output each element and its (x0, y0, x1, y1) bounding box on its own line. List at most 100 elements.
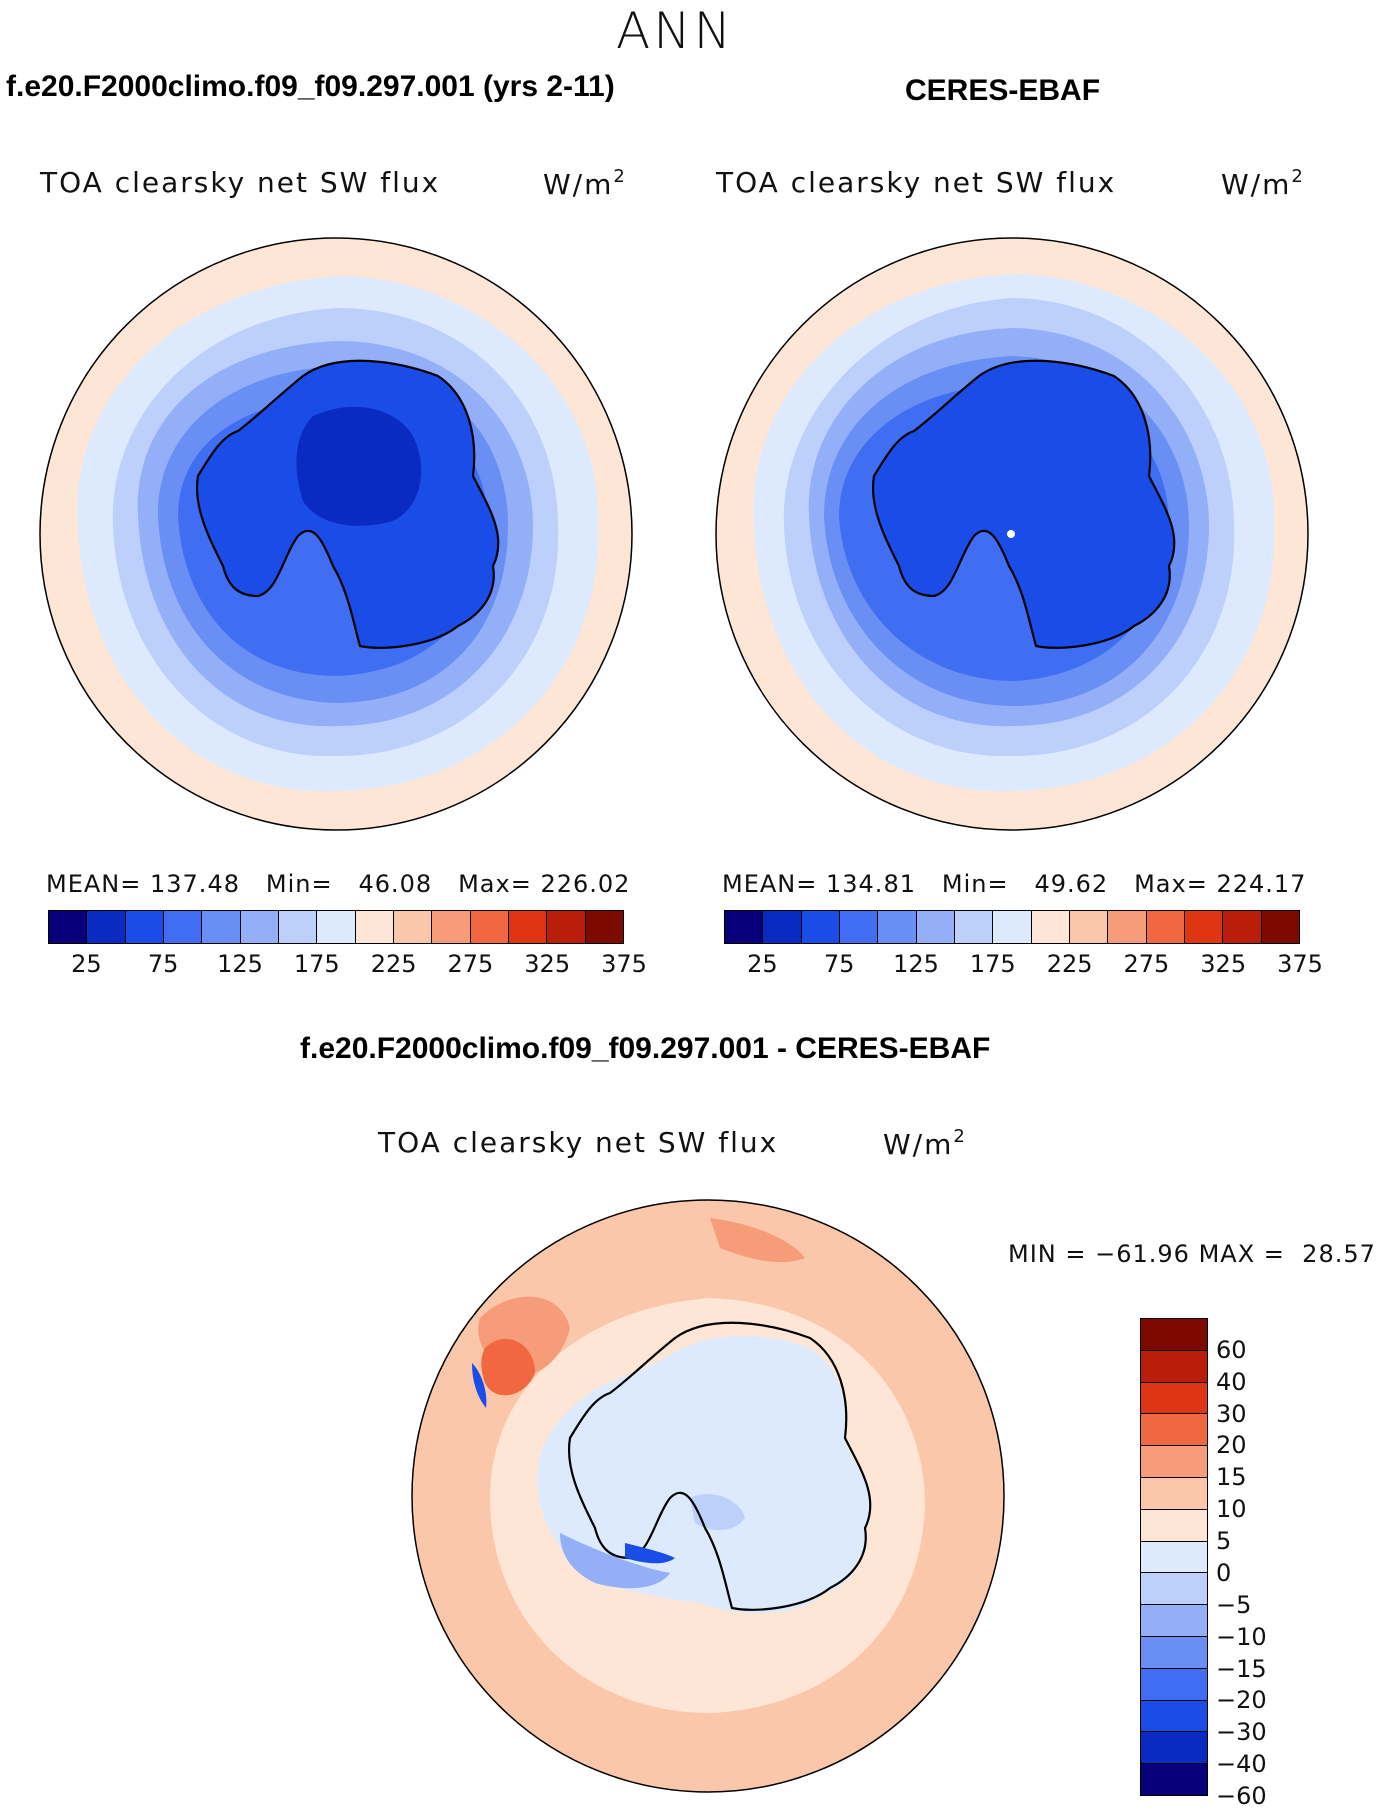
colorbar-swatch (355, 911, 394, 943)
diff-variable-title: TOA clearsky net SW flux (378, 1126, 779, 1159)
model-stats: MEAN= 137.48 Min= 46.08 Max= 226.02 (46, 870, 631, 898)
colorbar-swatch (1141, 1509, 1207, 1542)
colorbar-swatch (1146, 911, 1185, 943)
colorbar-swatch (954, 911, 994, 943)
antarctica-land (567, 1321, 872, 1611)
colorbar-tick-label: 75 (823, 950, 855, 978)
model-colorbar-ticks: 25 75 125 175 225 275 325 375 (48, 950, 647, 980)
diff-units: W/m2 (883, 1126, 965, 1161)
colorbar-swatch (1141, 1541, 1207, 1574)
colorbar-swatch (585, 911, 623, 943)
contour-25-50 (296, 406, 422, 526)
colorbar-swatch (993, 911, 1032, 943)
contour-20-30-nw (481, 1338, 535, 1396)
season-title: ANN (615, 2, 734, 60)
colorbar-swatch (1141, 1350, 1207, 1383)
obs-units: W/m2 (1221, 166, 1303, 201)
colorbar-swatch (87, 911, 126, 943)
contour-minus5-0 (537, 1336, 871, 1614)
colorbar-tick-label: 25 (747, 950, 778, 978)
contour-minus15-minus10 (690, 1494, 745, 1530)
colorbar-tick-label: 75 (147, 950, 179, 978)
obs-variable-title: TOA clearsky net SW flux (716, 166, 1117, 199)
colorbar-swatch (1141, 1764, 1207, 1795)
colorbar-tick-label: 225 (370, 950, 417, 978)
colorbar-tick-label: 375 (1277, 950, 1323, 978)
colorbar-swatch (725, 911, 764, 943)
colorbar-swatch (508, 911, 548, 943)
colorbar-tick-label: 325 (524, 950, 571, 978)
colorbar-tick-label: 275 (447, 950, 494, 978)
colorbar-swatch (916, 911, 955, 943)
contour-minus10-minus5 (560, 1533, 670, 1589)
colorbar-tick-label: 175 (969, 950, 1016, 978)
colorbar-swatch (432, 911, 471, 943)
colorbar-swatch (1184, 911, 1224, 943)
colorbar-tick-label: 225 (1046, 950, 1093, 978)
colorbar-tick-label: 5 (1216, 1527, 1232, 1556)
colorbar-tick-label: −5 (1216, 1590, 1252, 1619)
colorbar-tick-label: 40 (1216, 1367, 1247, 1396)
colorbar-tick-label: 10 (1216, 1495, 1247, 1524)
colorbar-swatch (839, 911, 879, 943)
obs-case-title: CERES-EBAF (905, 74, 1101, 107)
colorbar-tick-label: 125 (893, 950, 939, 978)
colorbar-tick-label: 20 (1216, 1431, 1247, 1460)
colorbar-tick-label: −60 (1216, 1782, 1267, 1810)
colorbar-swatch (547, 911, 586, 943)
colorbar-swatch (1141, 1700, 1207, 1733)
colorbar-tick-label: −30 (1216, 1718, 1267, 1747)
colorbar-swatch (470, 911, 509, 943)
colorbar-tick-label: 125 (217, 950, 263, 978)
colorbar-tick-label: 275 (1123, 950, 1170, 978)
colorbar-swatch (317, 911, 356, 943)
diff-polar-map (411, 1199, 1005, 1793)
colorbar-swatch (1261, 911, 1299, 943)
colorbar-swatch (1069, 911, 1109, 943)
colorbar-tick-label: 175 (293, 950, 340, 978)
colorbar-swatch (1031, 911, 1070, 943)
diff-case-title: f.e20.F2000climo.f09_f09.297.001 - CERES… (300, 1032, 991, 1065)
contour-10-15-n (710, 1218, 805, 1263)
colorbar-tick-label: −15 (1216, 1654, 1267, 1683)
colorbar-swatch (278, 911, 318, 943)
contour-minus30-minus20 (625, 1543, 675, 1564)
colorbar-swatch (1141, 1605, 1207, 1637)
model-polar-map (39, 237, 633, 831)
colorbar-swatch (1141, 1414, 1207, 1447)
colorbar-swatch (163, 911, 203, 943)
colorbar-swatch (240, 911, 279, 943)
colorbar-swatch (1141, 1446, 1207, 1478)
colorbar-swatch (49, 911, 88, 943)
diff-colorbar-ticks: 60 40 30 20 15 10 5 0 −5 −10 −15 −20 −30 −40 −60 (1216, 1318, 1296, 1810)
model-colorbar (48, 910, 624, 944)
colorbar-swatch (1141, 1636, 1207, 1669)
colorbar-swatch (1141, 1319, 1207, 1351)
colorbar-swatch (878, 911, 917, 943)
obs-polar-map (715, 237, 1309, 831)
colorbar-swatch (1141, 1573, 1207, 1606)
colorbar-tick-label: 25 (71, 950, 102, 978)
colorbar-swatch (763, 911, 802, 943)
colorbar-swatch (1141, 1668, 1207, 1701)
colorbar-swatch (1141, 1732, 1207, 1765)
contour-minus30-minus20-west (472, 1363, 487, 1408)
colorbar-tick-label: 60 (1216, 1335, 1247, 1364)
colorbar-tick-label: −40 (1216, 1750, 1267, 1779)
model-case-title: f.e20.F2000climo.f09_f09.297.001 (yrs 2-… (6, 70, 615, 103)
model-units: W/m2 (543, 166, 625, 201)
colorbar-swatch (1108, 911, 1147, 943)
colorbar-swatch (202, 911, 241, 943)
colorbar-swatch (801, 911, 840, 943)
colorbar-tick-label: 0 (1216, 1558, 1232, 1587)
colorbar-swatch (1141, 1382, 1207, 1415)
colorbar-swatch (1141, 1477, 1207, 1510)
colorbar-tick-label: 30 (1216, 1399, 1247, 1428)
colorbar-swatch (1223, 911, 1262, 943)
colorbar-tick-label: 375 (601, 950, 647, 978)
colorbar-swatch (125, 911, 164, 943)
antarctica-land (871, 359, 1176, 649)
obs-colorbar-ticks: 25 75 125 175 225 275 325 375 (724, 950, 1323, 980)
diff-colorbar (1140, 1318, 1208, 1796)
colorbar-tick-label: −10 (1216, 1622, 1267, 1651)
